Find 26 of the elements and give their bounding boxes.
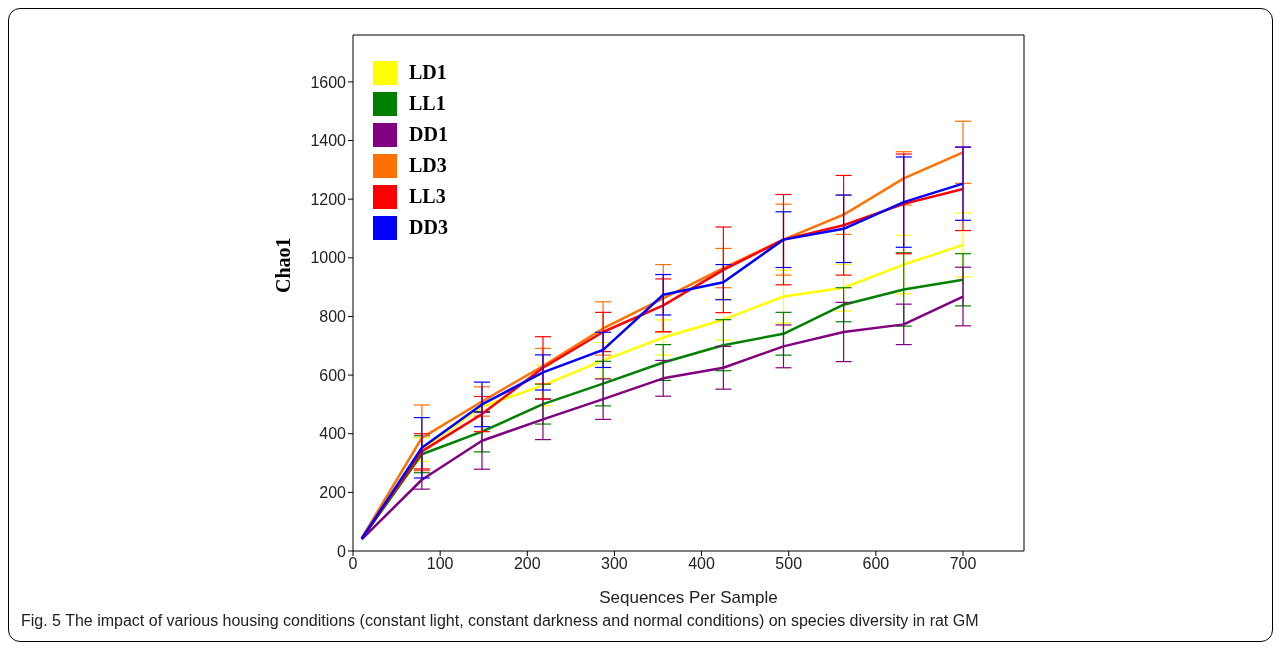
x-tick-label: 500 [775, 555, 803, 573]
y-axis-title: Chao1 [272, 237, 295, 293]
y-tick-label: 1000 [310, 249, 347, 267]
y-tick-label: 600 [319, 366, 347, 384]
y-tick-label: 0 [337, 542, 347, 560]
legend-label: DD3 [409, 216, 448, 239]
x-tick-label: 200 [513, 555, 541, 573]
x-tick-label: 100 [426, 555, 454, 573]
x-tick-label: 400 [688, 555, 716, 573]
x-tick-label: 700 [949, 555, 977, 573]
y-tick-label: 400 [319, 425, 347, 443]
x-axis-title: Sequences Per Sample [599, 588, 778, 607]
y-tick-label: 800 [319, 308, 347, 326]
y-tick-label: 1600 [310, 73, 347, 91]
x-tick-label: 600 [862, 555, 890, 573]
y-tick-label: 1400 [310, 132, 347, 150]
x-tick-label: 0 [348, 555, 358, 573]
legend-label: DD1 [409, 123, 448, 146]
legend-label: LD1 [409, 61, 447, 84]
legend-label: LL1 [409, 92, 446, 115]
legend-label: LL3 [409, 185, 446, 208]
legend-label: LD3 [409, 154, 447, 177]
y-tick-label: 1200 [310, 190, 347, 208]
y-tick-label: 200 [319, 484, 347, 502]
caption: Fig. 5 The impact of various housing conditions (constant light, constant darkness and normal conditions) on species diversity in rat GM [21, 612, 979, 630]
x-tick-label: 300 [601, 555, 628, 573]
